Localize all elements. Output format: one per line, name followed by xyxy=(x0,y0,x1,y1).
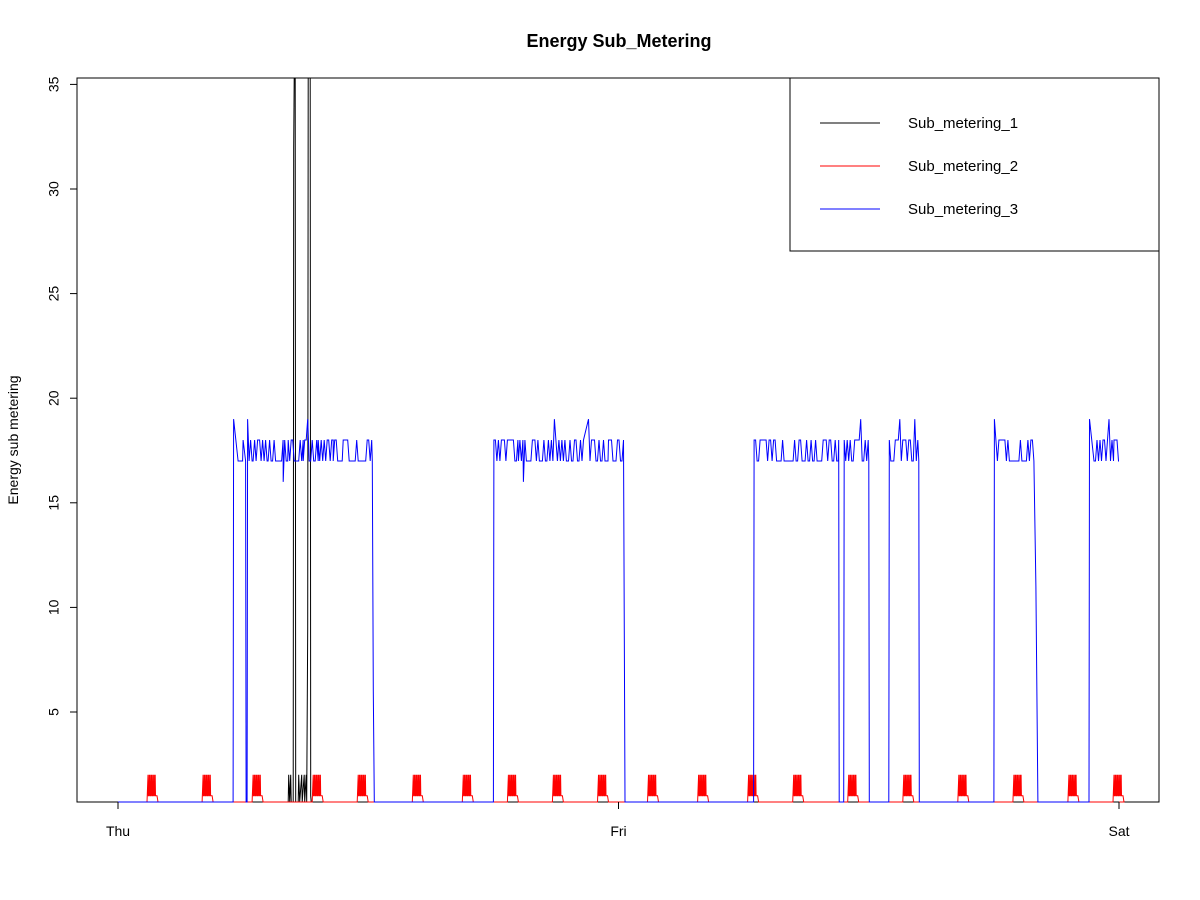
y-tick-label: 20 xyxy=(46,390,62,406)
legend-label: Sub_metering_3 xyxy=(908,201,1018,218)
y-tick-label: 15 xyxy=(46,495,62,511)
y-tick-label: 35 xyxy=(46,76,62,92)
y-tick-label: 5 xyxy=(46,708,62,716)
x-axis: Thu Fri Sat xyxy=(106,802,1130,839)
chart-title: Energy Sub_Metering xyxy=(526,31,711,51)
y-axis: 5 10 15 20 25 30 35 xyxy=(46,76,77,716)
x-tick-label: Thu xyxy=(106,823,130,839)
x-tick-label: Sat xyxy=(1108,823,1129,839)
y-tick-label: 25 xyxy=(46,286,62,302)
legend-label: Sub_metering_2 xyxy=(908,158,1018,175)
plot-area xyxy=(118,77,1125,803)
y-axis-label: Energy sub metering xyxy=(5,375,21,504)
series-line-sub-metering-1 xyxy=(118,77,1119,803)
y-tick-label: 30 xyxy=(46,181,62,197)
legend-box xyxy=(789,77,1160,252)
legend: Sub_metering_1 Sub_metering_2 Sub_metering… xyxy=(789,77,1160,252)
series-line-sub-metering-3 xyxy=(118,418,1119,803)
legend-label: Sub_metering_1 xyxy=(908,115,1018,132)
series-line-sub-metering-2 xyxy=(118,774,1125,803)
y-tick-label: 10 xyxy=(46,599,62,615)
x-tick-label: Fri xyxy=(610,823,626,839)
